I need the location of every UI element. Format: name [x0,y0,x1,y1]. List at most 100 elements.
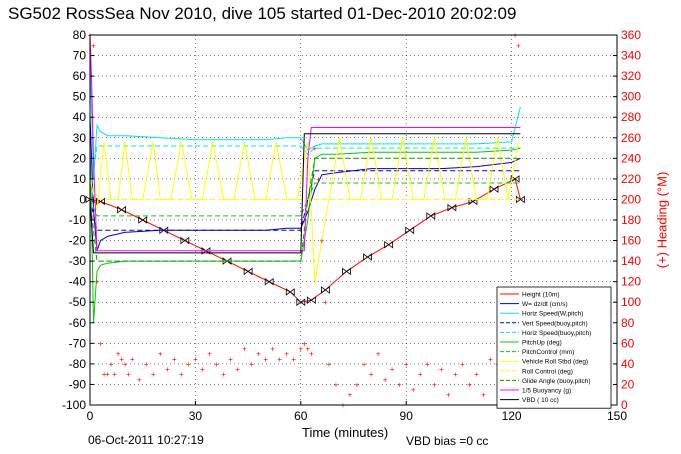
height-marker [320,286,330,294]
heading-marker: + [348,391,353,400]
y2-tick-label: 140 [621,254,641,268]
series-line-4 [89,145,521,200]
series-line-2 [89,55,521,179]
height-marker [117,205,127,214]
heading-marker: + [376,350,381,359]
y-tick-label: -40 [69,275,87,289]
legend-entry: W= dz/dt (cm/s) [522,301,568,308]
heading-marker: + [327,360,332,369]
height-marker [468,197,478,206]
legend-entry: Roll Control (deg) [522,368,573,375]
heading-marker: + [137,375,142,384]
y-tick-label: -30 [69,254,87,268]
heading-marker: + [313,144,318,153]
legend-entry: Glide Angle (buoy,pitch) [522,378,591,385]
heading-marker: + [323,298,328,307]
heading-marker: + [425,360,430,369]
y-tick-label: -90 [69,377,87,391]
heading-marker: + [228,355,233,364]
heading-marker: + [355,380,360,389]
heading-marker: + [249,360,254,369]
y-tick-label: 50 [73,90,87,104]
y2-tick-label: 360 [621,28,641,42]
heading-marker: + [200,365,205,374]
heading-marker: + [320,237,325,246]
height-marker [96,197,105,206]
legend-entry: Vert Speed(buoy,pitch) [522,320,588,327]
heading-marker: + [277,355,282,364]
timestamp: 06-Oct-2011 10:27:19 [88,433,204,447]
heading-marker: + [158,350,163,359]
y-tick-label: -50 [69,295,87,309]
heading-marker: + [235,365,240,374]
height-marker [138,216,148,224]
heading-marker: + [302,339,307,348]
heading-marker: + [383,375,388,384]
heading-marker: + [214,360,219,369]
heading-marker: + [298,344,303,353]
heading-marker: + [284,350,289,359]
heading-marker: + [481,391,486,400]
y-tick-label: -80 [69,357,87,371]
height-marker [180,236,190,245]
heading-marker: + [418,370,423,379]
y-tick-label: 60 [73,69,87,83]
y-tick-label: 80 [73,28,87,42]
heading-marker: + [256,350,261,359]
height-marker [405,226,415,235]
y2-tick-label: 320 [621,69,641,83]
y2-tick-label: 40 [621,357,635,371]
series-line-10 [89,34,521,252]
y-tick-label: 30 [73,131,87,145]
y2-tick-label: 80 [621,316,635,330]
legend-entry: VBD ( 10 cc) [522,397,559,404]
heading-marker: + [172,355,177,364]
height-marker [296,298,306,307]
heading-marker: + [144,360,149,369]
heading-marker: + [263,355,268,364]
legend-entry: Height (10m) [522,292,560,299]
heading-marker: + [390,365,395,374]
legend-entry: Horiz Speed(buoy,pitch) [522,330,591,337]
legend-entry: Vehicle Roll Stbd (deg) [522,359,588,366]
heading-marker: + [242,344,247,353]
heading-marker: + [95,278,100,287]
series-line-0 [89,178,521,303]
y-tick-label: -70 [69,336,87,350]
heading-marker: + [98,339,103,348]
heading-marker: + [270,344,275,353]
heading-marker: + [334,380,339,389]
y-tick-label: 40 [73,110,87,124]
heading-marker: + [130,355,135,364]
heading-marker: + [207,350,212,359]
y2-tick-label: 20 [621,377,635,391]
heading-marker: + [193,355,198,364]
heading-marker: + [221,370,226,379]
y2-tick-label: 100 [621,295,641,309]
height-marker [426,212,436,220]
heading-marker: + [516,41,521,50]
heading-marker: + [91,41,96,50]
heading-marker: + [109,360,114,369]
height-marker [264,277,274,286]
heading-marker: + [179,370,184,379]
heading-marker: + [316,175,321,184]
bottom-axis-ticks: 0 30 60 90 120 150 [87,401,627,423]
heading-marker: + [309,350,314,359]
heading-marker: + [151,370,156,379]
legend-entry: PitchUp (deg) [522,340,562,347]
y-tick-label: -10 [69,213,87,227]
heading-marker: + [439,365,444,374]
legend-entry: Horiz Speed(W,pitch) [522,311,583,318]
x-tick-label: 120 [502,409,522,423]
y2-tick-label: 120 [621,275,641,289]
legend-box [496,286,612,409]
series-line-6 [89,182,521,217]
heading-marker: + [467,380,472,389]
heading-marker: + [126,370,131,379]
heading-marker: + [488,355,493,364]
height-marker [510,175,520,183]
heading-marker: + [453,370,458,379]
series-line-7 [89,137,520,282]
y2-tick-label: 260 [621,131,641,145]
